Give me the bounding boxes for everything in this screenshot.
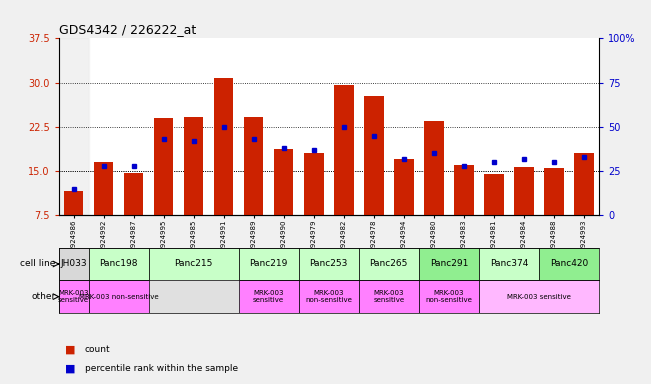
Text: Panc291: Panc291 <box>430 260 468 268</box>
Bar <box>424 121 443 215</box>
Bar <box>89 280 148 313</box>
Bar <box>299 280 359 313</box>
Bar <box>514 167 534 215</box>
Text: Panc215: Panc215 <box>174 260 213 268</box>
Bar <box>539 38 599 215</box>
Text: count: count <box>85 345 110 354</box>
Text: MRK-003
sensitive: MRK-003 sensitive <box>58 290 89 303</box>
Text: ■: ■ <box>65 344 76 354</box>
Bar <box>94 162 113 215</box>
Bar <box>59 38 89 215</box>
Text: MRK-003
non-sensitive: MRK-003 non-sensitive <box>425 290 472 303</box>
Bar <box>154 118 173 215</box>
Bar <box>239 280 299 313</box>
Bar <box>244 117 264 215</box>
Bar <box>148 38 239 215</box>
Bar <box>539 248 599 280</box>
Text: MRK-003
non-sensitive: MRK-003 non-sensitive <box>305 290 352 303</box>
Bar <box>239 38 299 215</box>
Bar <box>304 153 324 215</box>
Bar <box>148 248 239 280</box>
Bar <box>89 248 148 280</box>
Bar <box>59 280 89 313</box>
Text: cell line: cell line <box>20 260 55 268</box>
Bar <box>574 153 594 215</box>
Bar <box>419 38 479 215</box>
Text: percentile rank within the sample: percentile rank within the sample <box>85 364 238 373</box>
Bar <box>184 117 203 215</box>
Bar <box>419 280 479 313</box>
Bar <box>419 248 479 280</box>
Bar <box>479 38 539 215</box>
Text: MRK-003
sensitive: MRK-003 sensitive <box>373 290 404 303</box>
Text: Panc253: Panc253 <box>310 260 348 268</box>
Bar <box>124 173 143 215</box>
Bar <box>239 248 299 280</box>
Bar <box>359 248 419 280</box>
Bar <box>479 248 539 280</box>
Bar <box>59 248 89 280</box>
Text: MRK-003 non-sensitive: MRK-003 non-sensitive <box>79 294 158 300</box>
Bar <box>364 96 383 215</box>
Bar <box>484 174 504 215</box>
Text: MRK-003 sensitive: MRK-003 sensitive <box>507 294 571 300</box>
Bar <box>334 85 353 215</box>
Bar <box>274 149 294 215</box>
Bar <box>544 168 564 215</box>
Bar <box>64 192 83 215</box>
Bar <box>479 280 599 313</box>
Text: JH033: JH033 <box>61 260 87 268</box>
Text: ■: ■ <box>65 364 76 374</box>
Text: Panc374: Panc374 <box>490 260 528 268</box>
Bar <box>89 38 148 215</box>
Bar <box>454 165 473 215</box>
Bar <box>359 280 419 313</box>
Bar <box>299 248 359 280</box>
Text: Panc219: Panc219 <box>249 260 288 268</box>
Bar <box>359 38 419 215</box>
Text: Panc265: Panc265 <box>370 260 408 268</box>
Text: Panc420: Panc420 <box>550 260 588 268</box>
Bar <box>214 78 234 215</box>
Bar <box>394 159 413 215</box>
Text: MRK-003
sensitive: MRK-003 sensitive <box>253 290 284 303</box>
Text: other: other <box>31 292 55 301</box>
Bar <box>299 38 359 215</box>
Text: GDS4342 / 226222_at: GDS4342 / 226222_at <box>59 23 196 36</box>
Text: Panc198: Panc198 <box>100 260 138 268</box>
